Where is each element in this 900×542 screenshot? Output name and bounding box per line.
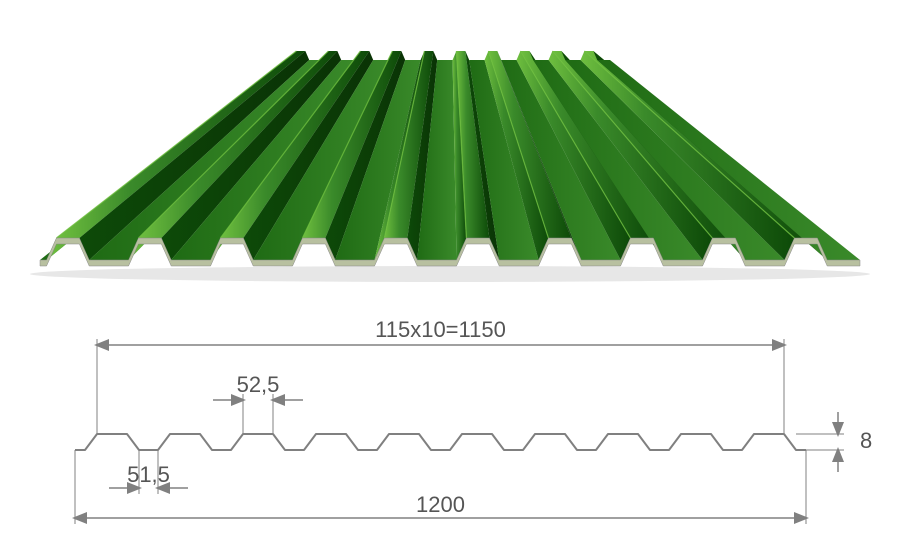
dim-label-height: 8: [860, 428, 872, 453]
dim-label-crest: 52,5: [237, 372, 280, 397]
dim-label-trough: 51,5: [127, 462, 170, 487]
dim-label-top_width: 115x10=1150: [375, 317, 506, 342]
diagram-canvas: 115x10=1150 52,5 51,5 1200 8: [0, 0, 900, 542]
dim-label-total: 1200: [416, 492, 465, 517]
svg-root: 115x10=1150 52,5 51,5 1200 8: [0, 0, 900, 542]
sheet-shadow: [30, 266, 870, 282]
profile-path: [75, 434, 806, 450]
cross-section: 115x10=1150 52,5 51,5 1200 8: [75, 317, 872, 524]
sheet-3d: [30, 51, 870, 282]
